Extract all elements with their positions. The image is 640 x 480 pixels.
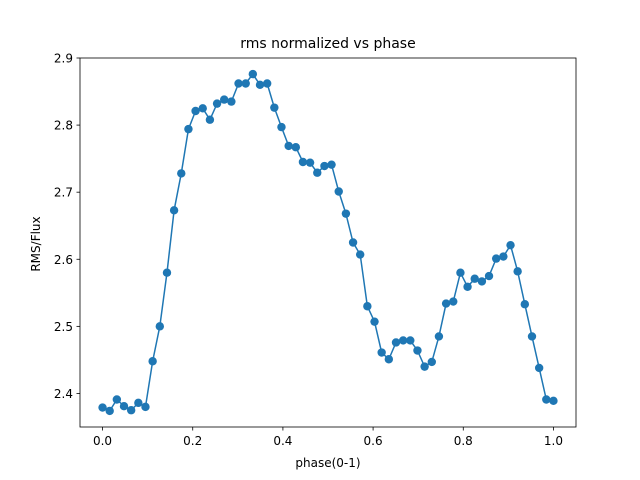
data-point xyxy=(456,268,465,277)
data-point xyxy=(513,267,522,276)
x-axis-label: phase(0-1) xyxy=(295,456,360,470)
data-point xyxy=(427,357,436,367)
y-tick-label: 2.8 xyxy=(54,119,73,133)
data-point xyxy=(148,357,157,366)
data-point xyxy=(327,160,336,169)
data-point xyxy=(449,297,458,306)
data-point xyxy=(391,338,401,347)
data-point xyxy=(212,99,222,108)
x-tick-label: 0.8 xyxy=(454,434,473,448)
data-point xyxy=(434,332,444,341)
x-tick-label: 0.6 xyxy=(364,434,383,448)
data-point xyxy=(313,168,322,177)
data-point xyxy=(363,302,372,311)
data-point xyxy=(255,80,265,90)
y-tick-label: 2.7 xyxy=(54,186,73,200)
x-tick-label: 0.0 xyxy=(93,434,112,448)
data-point xyxy=(499,252,508,261)
data-point xyxy=(320,161,329,171)
series-line xyxy=(102,73,554,412)
plot-area xyxy=(98,69,558,416)
data-point xyxy=(155,322,165,331)
data-point xyxy=(470,274,479,283)
y-tick-label: 2.5 xyxy=(54,320,73,334)
data-point xyxy=(491,254,501,263)
data-point xyxy=(141,402,150,412)
data-point xyxy=(112,395,122,404)
data-point xyxy=(377,348,386,357)
data-point xyxy=(463,282,472,291)
data-point xyxy=(220,95,229,104)
data-point xyxy=(334,187,343,196)
data-point xyxy=(105,406,114,416)
data-point xyxy=(205,115,215,124)
data-point xyxy=(184,124,193,134)
data-point xyxy=(284,141,293,151)
data-point xyxy=(277,122,286,132)
axes-frame xyxy=(79,57,577,428)
y-tick-label: 2.4 xyxy=(54,387,73,401)
data-point xyxy=(506,240,515,250)
data-point xyxy=(198,104,207,113)
data-point xyxy=(420,362,429,371)
data-point xyxy=(270,103,279,112)
data-point xyxy=(406,336,415,345)
data-point xyxy=(191,106,200,116)
data-point xyxy=(126,406,136,415)
y-tick-label: 2.9 xyxy=(54,52,73,66)
data-point xyxy=(384,355,394,364)
data-point xyxy=(527,332,537,341)
y-axis-label: RMS/Flux xyxy=(29,216,43,271)
data-point xyxy=(398,336,408,345)
x-axis-ticks: 0.0 0.2 0.4 0.6 0.8 1.0 xyxy=(93,427,563,448)
data-point xyxy=(227,97,236,106)
data-point xyxy=(341,209,351,218)
data-point xyxy=(477,277,487,286)
data-point xyxy=(262,79,272,88)
data-point xyxy=(441,299,451,308)
x-tick-label: 0.2 xyxy=(183,434,202,448)
data-point xyxy=(241,79,250,88)
data-point xyxy=(355,250,365,259)
y-tick-label: 2.6 xyxy=(54,253,73,267)
x-tick-label: 1.0 xyxy=(544,434,563,448)
data-point xyxy=(177,169,186,178)
data-point xyxy=(98,403,107,412)
data-point xyxy=(370,317,379,326)
data-point xyxy=(291,143,301,152)
data-point xyxy=(305,158,315,167)
data-point xyxy=(348,238,358,247)
chart-title: rms normalized vs phase xyxy=(240,36,415,52)
data-point xyxy=(413,346,422,355)
data-point xyxy=(169,206,179,215)
data-point xyxy=(248,69,258,79)
data-point xyxy=(134,398,143,408)
x-tick-label: 0.4 xyxy=(273,434,292,448)
data-point xyxy=(520,300,530,309)
data-point xyxy=(234,79,243,88)
data-point xyxy=(484,271,494,281)
data-point xyxy=(542,395,551,404)
data-point xyxy=(534,363,544,373)
data-point xyxy=(298,157,308,167)
data-point xyxy=(549,396,558,406)
data-point xyxy=(119,402,129,411)
y-axis-ticks: 2.4 2.5 2.6 2.7 2.8 2.9 xyxy=(54,52,80,401)
data-point xyxy=(162,268,172,277)
